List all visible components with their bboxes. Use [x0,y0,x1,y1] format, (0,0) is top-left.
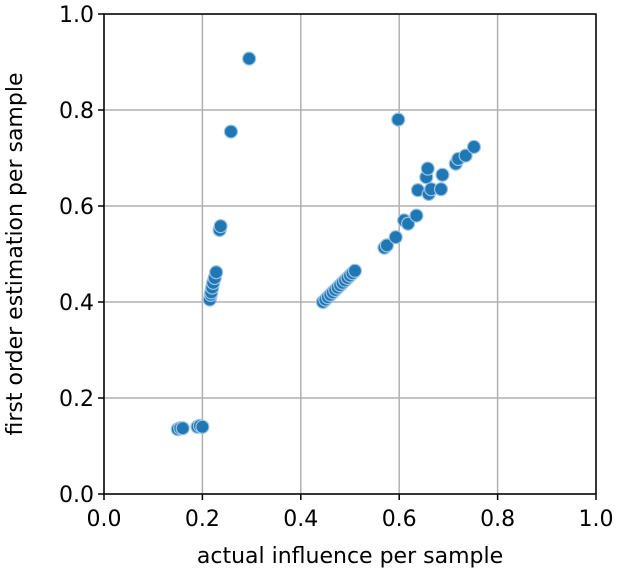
x-tick-label: 0.0 [87,507,122,532]
point [209,265,224,280]
y-tick-label: 0.0 [59,483,94,508]
x-tick-label: 0.2 [185,507,220,532]
y-tick-label: 0.4 [59,291,94,316]
point [420,161,435,176]
point [223,124,239,139]
point [433,182,449,197]
point [458,148,473,163]
point [466,139,482,155]
point [435,167,450,182]
x-tick-label: 0.4 [283,507,318,532]
point [347,263,363,278]
x-tick-label: 0.8 [480,507,515,532]
point [409,208,424,223]
point [213,219,228,234]
y-tick-label: 0.8 [59,99,94,124]
y-tick-label: 0.6 [59,195,94,220]
point [379,238,394,253]
y-tick-label: 1.0 [59,3,94,28]
x-tick-label: 1.0 [579,507,614,532]
point [388,230,403,245]
point [242,51,257,66]
y-axis-label: first order estimation per sample [3,73,28,436]
x-axis-label: actual influence per sample [197,544,503,569]
plot-frame [103,13,597,495]
x-tick-label: 0.6 [382,507,417,532]
y-tick-label: 0.2 [59,387,94,412]
point [391,112,406,127]
point [195,419,210,434]
point [175,421,190,436]
